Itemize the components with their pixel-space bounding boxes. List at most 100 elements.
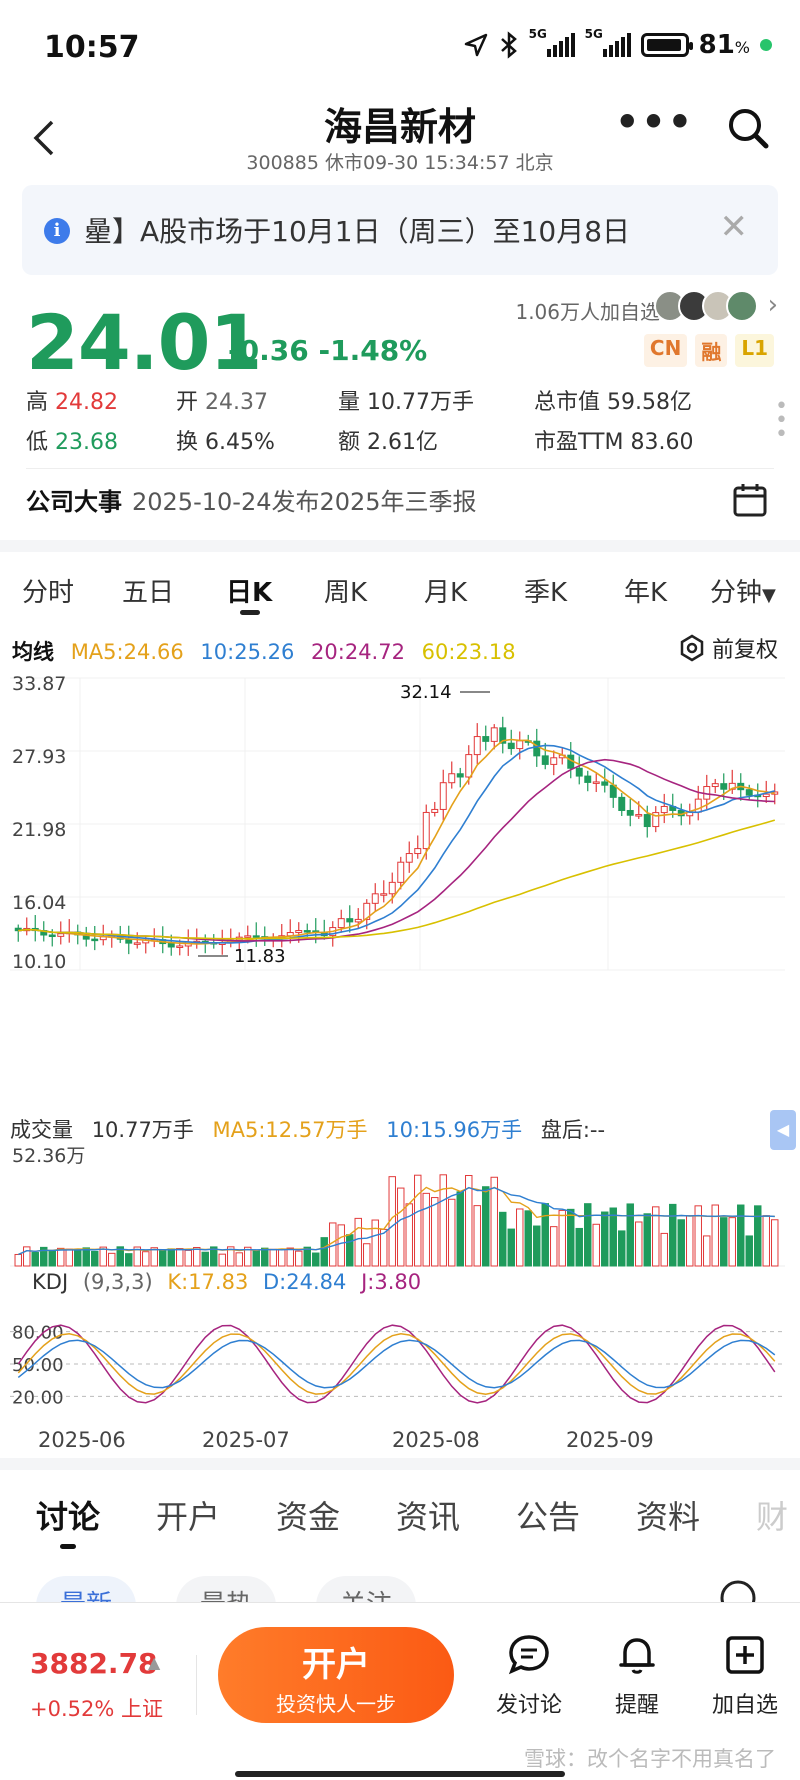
tab-monthly-k[interactable]: 月K <box>424 578 468 608</box>
volume-bar <box>660 1232 668 1267</box>
open-account-button[interactable]: 开户 投资快人一步 <box>218 1627 454 1723</box>
volume-bar <box>473 1205 481 1267</box>
quote-stats: 高 24.82 开 24.37 量 10.77万手 总市值 59.58亿 低 2… <box>26 390 694 455</box>
header: 海昌新材 300885 休市09-30 15:34:57 北京 ••• <box>0 90 800 180</box>
kdj-legend: KDJ (9,3,3) K:17.83 D:24.84 J:3.80 <box>32 1270 422 1294</box>
kdj-level-label: 20.00 <box>12 1387 64 1408</box>
refresh-icon[interactable] <box>716 1576 760 1606</box>
volume-bar <box>371 1219 379 1267</box>
follower-avatars[interactable] <box>654 290 758 322</box>
tab-profile[interactable]: 资料 <box>636 1498 701 1536</box>
index-value[interactable]: 3882.78 <box>30 1647 158 1680</box>
signal-icon: 5G <box>529 27 575 57</box>
volume-bar <box>703 1235 711 1267</box>
stock-title: 海昌新材 <box>323 105 476 149</box>
candle <box>507 742 515 750</box>
search-icon[interactable] <box>726 106 770 150</box>
candle <box>48 934 56 938</box>
divider <box>196 1655 197 1715</box>
battery-level: 81 <box>698 30 735 60</box>
discuss-button[interactable]: 发讨论 <box>484 1633 574 1719</box>
candle <box>490 727 498 742</box>
tab-minute[interactable]: 分钟▼ <box>710 578 776 608</box>
ma60-line <box>18 819 776 940</box>
ma20-line <box>18 758 775 942</box>
add-watchlist-button[interactable]: 加自选 <box>700 1633 790 1719</box>
tab-5day[interactable]: 五日 <box>122 578 175 608</box>
chat-icon <box>508 1635 549 1675</box>
ma5-line <box>18 738 775 945</box>
volume-bar <box>720 1217 728 1267</box>
volume-bar <box>142 1251 150 1267</box>
tab-daily-k[interactable]: 日K <box>226 578 273 608</box>
chevron-right-icon[interactable]: › <box>767 290 778 320</box>
candle <box>575 767 583 777</box>
content-tabs: 讨论 开户 资金 资讯 公告 资料 财 <box>0 1470 800 1556</box>
tab-weekly-k[interactable]: 周K <box>324 578 368 608</box>
company-event[interactable]: 公司大事 2025-10-24发布2025年三季报 <box>26 488 477 516</box>
ma20-value: 20:24.72 <box>311 640 405 664</box>
candle <box>337 918 345 929</box>
volume-bar <box>346 1234 354 1267</box>
close-icon[interactable]: ✕ <box>719 207 749 247</box>
plus-square-icon <box>726 1636 764 1674</box>
collapse-icon[interactable]: ◀ <box>770 1110 796 1150</box>
followers-count[interactable]: 1.06万人加自选 <box>515 300 660 324</box>
candle <box>244 935 252 938</box>
volume-bar <box>354 1217 362 1267</box>
volume-bar <box>584 1203 592 1267</box>
volume-bar <box>125 1253 133 1267</box>
volume-bar <box>235 1252 243 1267</box>
candle <box>14 927 22 932</box>
y-tick: 10.10 <box>12 951 66 973</box>
x-tick: 2025-08 <box>392 1428 480 1452</box>
tab-yearly-k[interactable]: 年K <box>624 578 668 608</box>
x-tick: 2025-07 <box>202 1428 290 1452</box>
volume-bar <box>210 1246 218 1267</box>
more-icon[interactable]: ••• <box>615 100 694 144</box>
tab-discuss[interactable]: 讨论 <box>36 1498 101 1536</box>
kline-chart[interactable]: 33.87 27.93 21.98 16.04 10.10 32.14 11.83 52.36… <box>0 670 800 1430</box>
tab-funds[interactable]: 资金 <box>276 1498 341 1536</box>
candle <box>252 935 260 938</box>
ma10-value: 10:25.26 <box>200 640 295 664</box>
volume-bar <box>227 1246 235 1267</box>
candle <box>720 783 728 790</box>
tab-finance[interactable]: 财 <box>756 1498 789 1536</box>
volume-bar <box>201 1251 209 1267</box>
volume-bar <box>550 1226 558 1267</box>
volume-bar <box>456 1191 464 1267</box>
settings-icon <box>680 634 704 662</box>
home-indicator[interactable] <box>235 1771 565 1777</box>
tab-news[interactable]: 资讯 <box>396 1498 461 1536</box>
volume-bar <box>431 1197 439 1267</box>
volume-bar <box>609 1207 617 1267</box>
tab-timeshare[interactable]: 分时 <box>22 578 75 608</box>
volume-bar <box>694 1205 702 1267</box>
adjust-button[interactable]: 前复权 <box>678 632 778 664</box>
volume-bar <box>14 1253 22 1267</box>
volume-bar <box>116 1246 124 1267</box>
signal-icon: 5G <box>585 27 631 57</box>
tab-announcements[interactable]: 公告 <box>516 1498 581 1536</box>
triangle-up-icon: ▲ <box>148 1653 161 1672</box>
volume-bar <box>57 1247 65 1267</box>
volume-bar <box>737 1204 745 1267</box>
index-change[interactable]: +0.52% 上证 <box>30 1697 163 1721</box>
more-stats-icon[interactable]: • • • <box>775 394 788 447</box>
volume-bar <box>541 1203 549 1267</box>
remind-button[interactable]: 提醒 <box>592 1633 682 1719</box>
volume-bar <box>397 1187 405 1267</box>
tab-account[interactable]: 开户 <box>156 1498 221 1536</box>
volume-bar <box>159 1249 167 1267</box>
volume-bar <box>575 1227 583 1267</box>
volume-bar <box>533 1225 541 1267</box>
volume-bar <box>244 1246 252 1267</box>
tab-quarterly-k[interactable]: 季K <box>524 578 568 608</box>
back-icon[interactable] <box>30 118 60 158</box>
volume-bar <box>320 1237 328 1267</box>
battery-icon <box>640 33 693 57</box>
volume-bar <box>490 1176 498 1267</box>
calendar-icon[interactable] <box>732 482 768 518</box>
notice-banner[interactable]: i 曐】A股市场于10月1日（周三）至10月8日 ✕ <box>22 185 778 275</box>
